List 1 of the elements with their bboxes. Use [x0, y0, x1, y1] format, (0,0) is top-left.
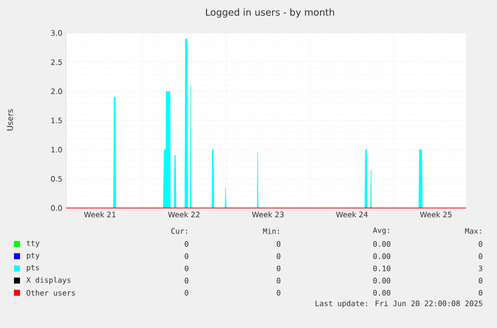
chart-title: Logged in users - by month [206, 8, 334, 18]
